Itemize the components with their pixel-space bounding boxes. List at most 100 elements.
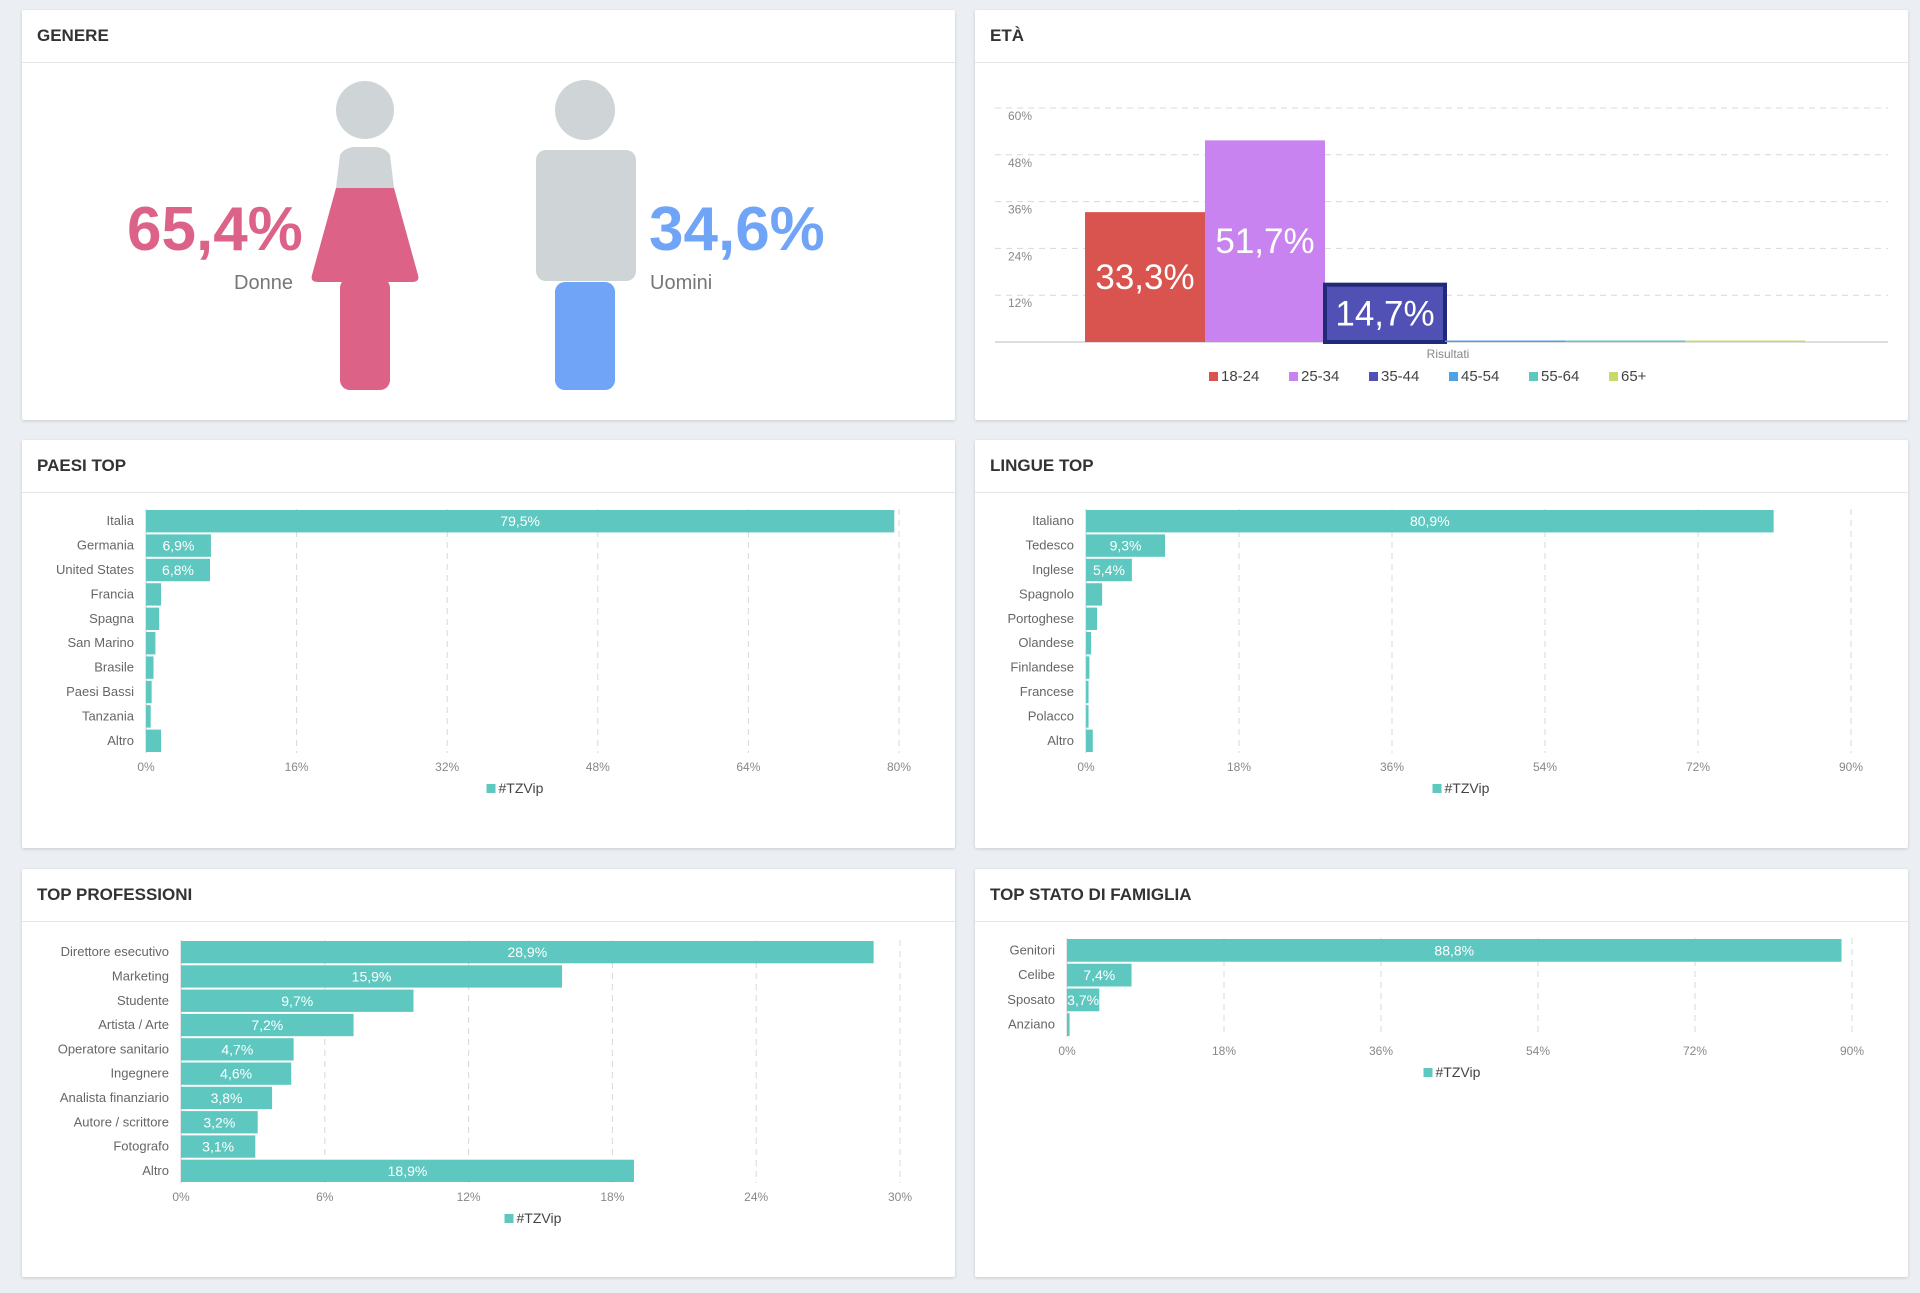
category-label: Fotografo (113, 1139, 169, 1154)
bar (181, 1159, 634, 1182)
bar-value-label: 7,4% (1083, 967, 1115, 983)
male-percentage: 34,6% (649, 195, 825, 264)
x-tick-label: 0% (1077, 760, 1095, 774)
bar-value-label: 28,9% (507, 944, 547, 960)
category-label: United States (56, 562, 135, 577)
x-tick-label: 90% (1839, 760, 1863, 774)
category-label: Altro (1047, 733, 1074, 748)
bar (1086, 534, 1166, 557)
bar (1086, 510, 1774, 533)
bar (1565, 340, 1685, 342)
age-chart: 12% 24% 36% 48% 60% 33,3% 51,7% 14,7% Risultati 1… (995, 107, 1888, 385)
bar (1323, 282, 1447, 345)
bar-value-label: 6,9% (163, 538, 195, 554)
bar (1067, 963, 1132, 987)
y-tick-label: 48% (1008, 156, 1032, 170)
x-tick-label: 36% (1380, 760, 1404, 774)
bar (181, 1062, 292, 1085)
bar-value-label: 3,7% (1067, 992, 1099, 1008)
bar-value-label: 7,2% (251, 1017, 283, 1033)
category-label: Tanzania (82, 708, 135, 723)
bar (1067, 1013, 1070, 1036)
x-tick-label: 0% (172, 1190, 190, 1204)
x-tick-label: 30% (888, 1190, 912, 1204)
bar-value-label: 9,7% (281, 993, 313, 1009)
x-tick-label: 90% (1840, 1044, 1864, 1058)
x-tick-label: 18% (1227, 760, 1251, 774)
bar-value-label: 4,7% (221, 1041, 253, 1057)
bar (146, 558, 211, 582)
bar-value-label: 14,7% (1335, 294, 1434, 333)
category-label: Genitori (1009, 942, 1055, 957)
bar-value-label: 5,4% (1093, 562, 1125, 578)
y-tick-label: 24% (1008, 249, 1032, 263)
bar (1085, 212, 1205, 342)
panel-genere: GENERE 65,4% Donne 34,6% Uomini (22, 10, 955, 420)
panel-title-famiglia: TOP STATO DI FAMIGLIA (975, 869, 1908, 922)
x-tick-label: 54% (1533, 760, 1557, 774)
panel-lingue: LINGUE TOP 0% 18% 36% 54% 72% 90% Italiano 80,9… (975, 440, 1908, 848)
bar (1445, 340, 1565, 342)
bar-value-label: 79,5% (500, 513, 540, 529)
x-tick-label: 54% (1526, 1044, 1550, 1058)
female-label: Donne (234, 272, 293, 294)
bar-value-label: 3,2% (203, 1114, 235, 1130)
legend-label: #TZVip (1436, 1064, 1481, 1080)
x-tick-label: 24% (744, 1190, 768, 1204)
category-label: Anziano (1008, 1017, 1055, 1032)
bar-value-label: 6,8% (162, 562, 194, 578)
x-tick-label: 32% (435, 760, 459, 774)
category-label: Altro (142, 1163, 169, 1178)
bar (181, 1038, 294, 1061)
x-tick-label: 12% (457, 1190, 481, 1204)
bar (181, 941, 874, 964)
legend-swatch (1529, 372, 1538, 381)
category-label: Studente (117, 993, 169, 1008)
legend-label: #TZVip (517, 1210, 562, 1226)
bar (181, 1135, 256, 1158)
gender-illustration (311, 80, 636, 390)
bar-value-label: 18,9% (388, 1163, 428, 1179)
bar (1086, 729, 1093, 752)
bar-value-label: 88,8% (1434, 942, 1474, 958)
languages-chart: 0% 18% 36% 54% 72% 90% Italiano 80,9% Tedesco 9,3… (1008, 509, 1863, 796)
legend-label: 45-54 (1461, 368, 1499, 385)
panel-title-genere: GENERE (22, 10, 955, 63)
male-label: Uomini (650, 272, 713, 294)
bar (146, 656, 154, 679)
countries-chart: 0% 16% 32% 48% 64% 80% Italia 79,5% Germania 6,9%… (56, 509, 911, 796)
bar (146, 632, 156, 655)
legend-swatch (1289, 372, 1298, 381)
professions-chart: 0% 6% 12% 18% 24% 30% Direttore esecutivo 28,9%… (58, 940, 912, 1226)
male-icon (536, 80, 636, 390)
x-tick-label: 72% (1686, 760, 1710, 774)
y-tick-label: 12% (1008, 296, 1032, 310)
panel-eta: ETÀ 12% 24% 36% 48% 60% 33,3% 51,7% 14,7% Risult… (975, 10, 1908, 420)
category-label: Artista / Arte (98, 1017, 169, 1032)
bar-value-label: 3,8% (211, 1090, 243, 1106)
bar (146, 680, 152, 704)
category-label: Operatore sanitario (58, 1041, 169, 1056)
female-percentage: 65,4% (127, 195, 303, 264)
bar-value-label: 4,6% (220, 1066, 252, 1082)
category-label: Inglese (1032, 562, 1074, 577)
legend-swatch (1209, 372, 1218, 381)
bar (1685, 340, 1805, 342)
bar (146, 510, 895, 533)
panel-title-paesi: PAESI TOP (22, 440, 955, 493)
legend-swatch (1609, 372, 1618, 381)
category-label: Spagna (89, 611, 135, 626)
legend-swatch (1369, 372, 1378, 381)
panel-paesi: PAESI TOP 0% 16% 32% 48% 64% 80% Italia 79,5% Ge… (22, 440, 955, 848)
legend-swatch (1449, 372, 1458, 381)
bar (1086, 632, 1092, 655)
bar (181, 989, 414, 1012)
x-tick-label: 48% (586, 760, 610, 774)
category-label: Polacco (1028, 708, 1074, 723)
x-tick-label: 80% (887, 760, 911, 774)
category-label: San Marino (68, 635, 134, 650)
legend-label: 35-44 (1381, 368, 1419, 385)
bar (1086, 583, 1103, 606)
category-label: Autore / scrittore (74, 1114, 169, 1129)
x-tick-label: 18% (1212, 1044, 1236, 1058)
